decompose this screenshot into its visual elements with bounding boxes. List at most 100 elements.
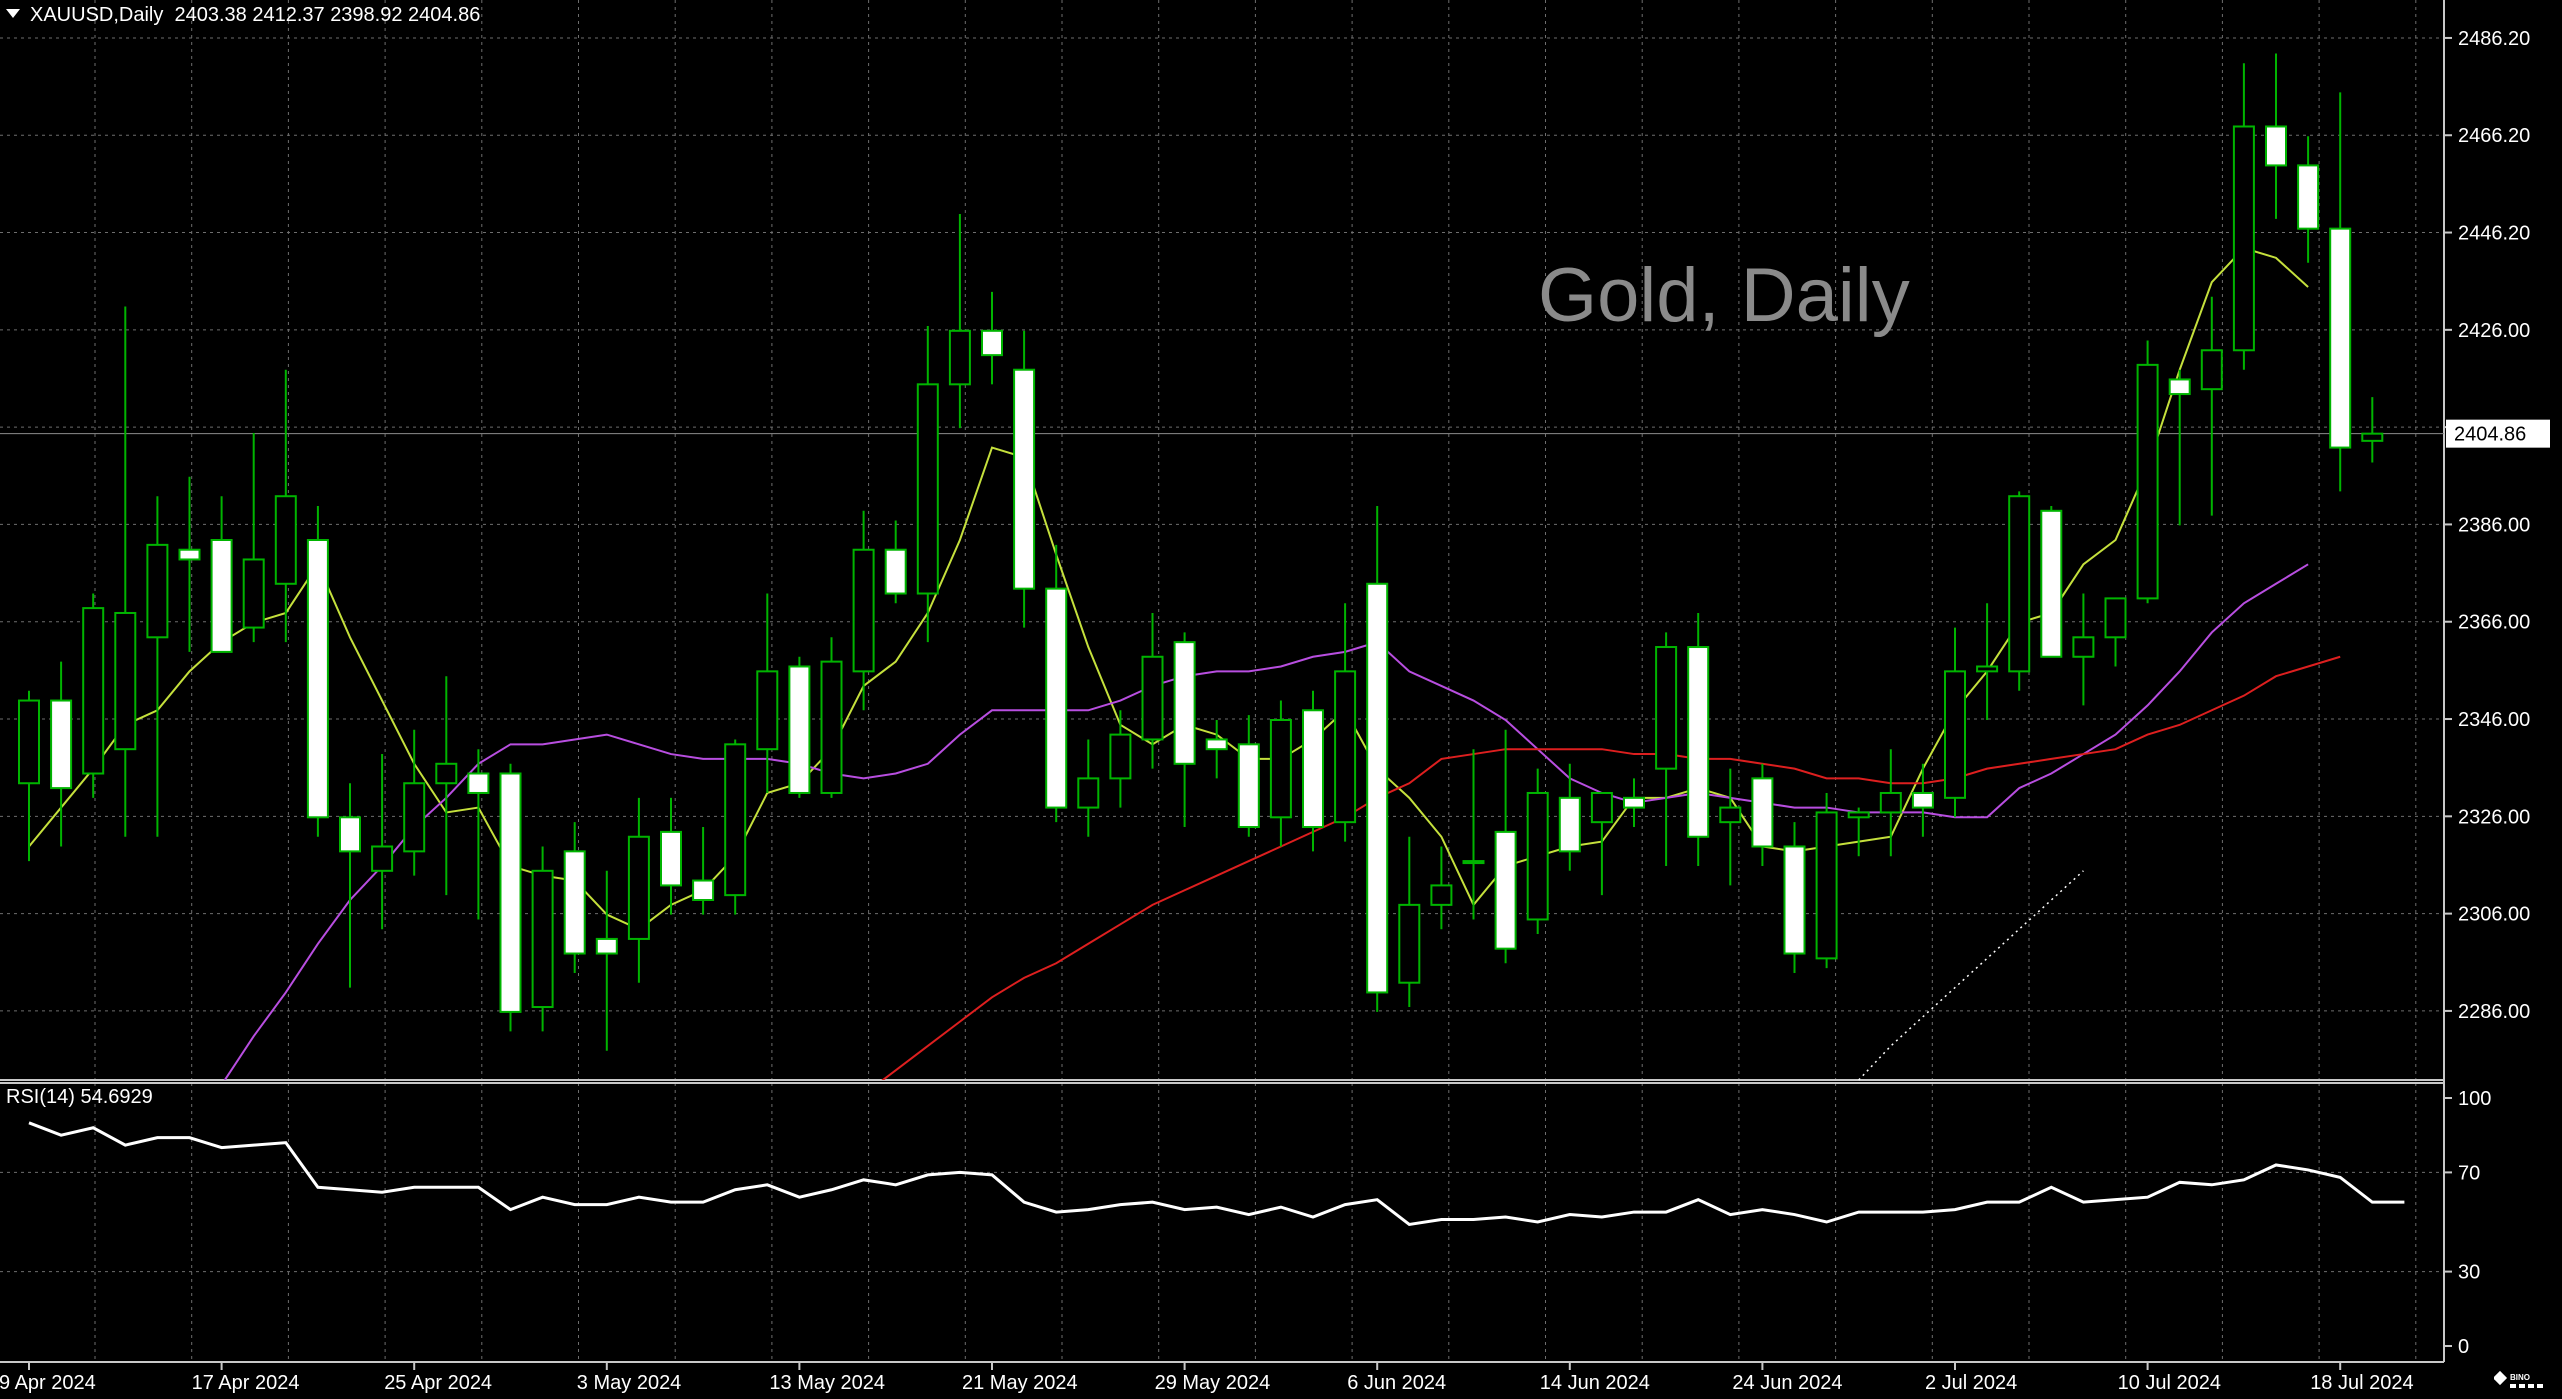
candle: [1976, 603, 1999, 720]
candle: [1815, 792, 1838, 969]
candle: [788, 656, 811, 798]
candle: [178, 476, 201, 652]
price-tick-label: 2446.20: [2458, 223, 2530, 245]
ma-yellow-line: [28, 246, 2309, 931]
candle: [146, 496, 169, 837]
candle-body-bull: [756, 670, 779, 751]
candle-body-bull: [852, 548, 875, 673]
symbol-menu-icon[interactable]: [6, 9, 20, 19]
moving-averages: [28, 246, 2341, 1080]
candle-body-bear: [884, 548, 907, 595]
candle: [306, 505, 329, 837]
candle-body-bull: [1526, 791, 1549, 921]
current-price-tag: [2446, 419, 2550, 448]
date-tick-label: 6 Jun 2024: [1347, 1372, 1446, 1394]
candle-body-bear: [1237, 743, 1260, 829]
price-tick-label: 2346.00: [2458, 709, 2530, 731]
candle: [916, 325, 939, 643]
candle-body-bull: [2008, 495, 2031, 673]
candle: [82, 593, 105, 798]
candle-body-bull: [531, 869, 554, 1009]
candle-body-bull: [2361, 432, 2384, 442]
candle-body-bear: [1366, 582, 1389, 994]
candle-body-bull: [82, 607, 105, 775]
candle-body-bull: [1719, 806, 1742, 824]
candle: [1237, 715, 1260, 837]
candle-body-bear: [660, 830, 682, 887]
price-tick-label: 2326.00: [2458, 806, 2530, 828]
candle: [981, 291, 1003, 385]
price-tick-label: 2486.20: [2458, 28, 2530, 50]
current-price-value: 2404.86: [2454, 424, 2526, 446]
candle-body-bull: [435, 762, 458, 785]
candle-body-bull: [1109, 733, 1132, 780]
candle: [627, 797, 650, 983]
candle: [339, 783, 361, 988]
candle-body-bear: [2297, 164, 2320, 230]
candle-body-bear: [2168, 378, 2191, 396]
candle: [563, 822, 586, 973]
candle: [1109, 710, 1132, 808]
candle-body-bear: [1623, 796, 1645, 809]
price-axis: 2286.00 2306.00 2326.00 2346.00 2366.00 2386.…: [2444, 28, 2550, 1023]
candle: [1558, 763, 1581, 871]
candle-body-bull: [2136, 363, 2159, 600]
broker-logo-icon: BINO: [2494, 1370, 2543, 1388]
candle: [50, 661, 73, 847]
candle-body-bull: [1590, 791, 1613, 824]
candle-body-bull: [1430, 884, 1453, 906]
candle: [2008, 491, 2031, 691]
candle-body-bull: [1462, 860, 1485, 865]
candle: [948, 214, 971, 429]
candle: [2200, 296, 2223, 516]
candle: [2168, 369, 2191, 526]
symbol-timeframe[interactable]: XAUUSD,Daily: [30, 4, 164, 26]
date-tick-label: 24 Jun 2024: [1732, 1372, 1842, 1394]
svg-text:BINO: BINO: [2510, 1373, 2530, 1382]
candle: [403, 729, 426, 876]
date-tick-label: 25 Apr 2024: [384, 1372, 492, 1394]
candle-body-bull: [1398, 903, 1421, 984]
time-axis: 9 Apr 2024 17 Apr 2024 25 Apr 2024 3 May 20…: [0, 1362, 2414, 1394]
candle-body-bull: [948, 329, 971, 386]
candle-body-bear: [306, 539, 329, 819]
candle: [1205, 720, 1228, 779]
candle-body-bull: [1077, 777, 1100, 809]
candle: [1526, 768, 1549, 935]
candle: [1173, 632, 1196, 828]
rsi-tick-label: 70: [2458, 1162, 2480, 1184]
candle: [1334, 603, 1357, 842]
candle-body-bull: [2104, 597, 2127, 639]
candle: [884, 520, 907, 604]
rsi-line: [28, 1121, 2405, 1227]
candle: [1494, 729, 1517, 964]
candle-body-bull: [1141, 655, 1164, 741]
date-tick-label: 29 May 2024: [1155, 1372, 1271, 1394]
date-tick-label: 9 Apr 2024: [0, 1372, 96, 1394]
candle-body-bear: [788, 665, 811, 794]
candle-body-bear: [2265, 125, 2287, 167]
candle: [1944, 627, 1966, 818]
candle: [1879, 749, 1902, 857]
candle: [1077, 739, 1100, 837]
candle: [2232, 63, 2255, 370]
date-tick-label: 10 Jul 2024: [2118, 1372, 2221, 1394]
candle: [531, 846, 554, 1032]
candle-body-bull: [1879, 791, 1902, 814]
price-tick-label: 2286.00: [2458, 1001, 2530, 1023]
candle-body-bear: [1751, 777, 1774, 848]
candle: [1783, 822, 1806, 973]
candle: [2297, 136, 2320, 263]
candle: [820, 637, 843, 798]
candle: [1430, 846, 1453, 930]
candle-body-bear: [210, 539, 233, 653]
date-tick-label: 3 May 2024: [577, 1372, 682, 1394]
candle: [1687, 612, 1710, 866]
candle: [595, 870, 618, 1051]
date-tick-label: 18 Jul 2024: [2310, 1372, 2413, 1394]
candle-body-bear: [1013, 368, 1036, 590]
candle-body-bear: [563, 850, 586, 955]
candle: [1655, 632, 1678, 866]
candle: [2329, 92, 2352, 492]
rsi-tick-label: 30: [2458, 1262, 2480, 1284]
